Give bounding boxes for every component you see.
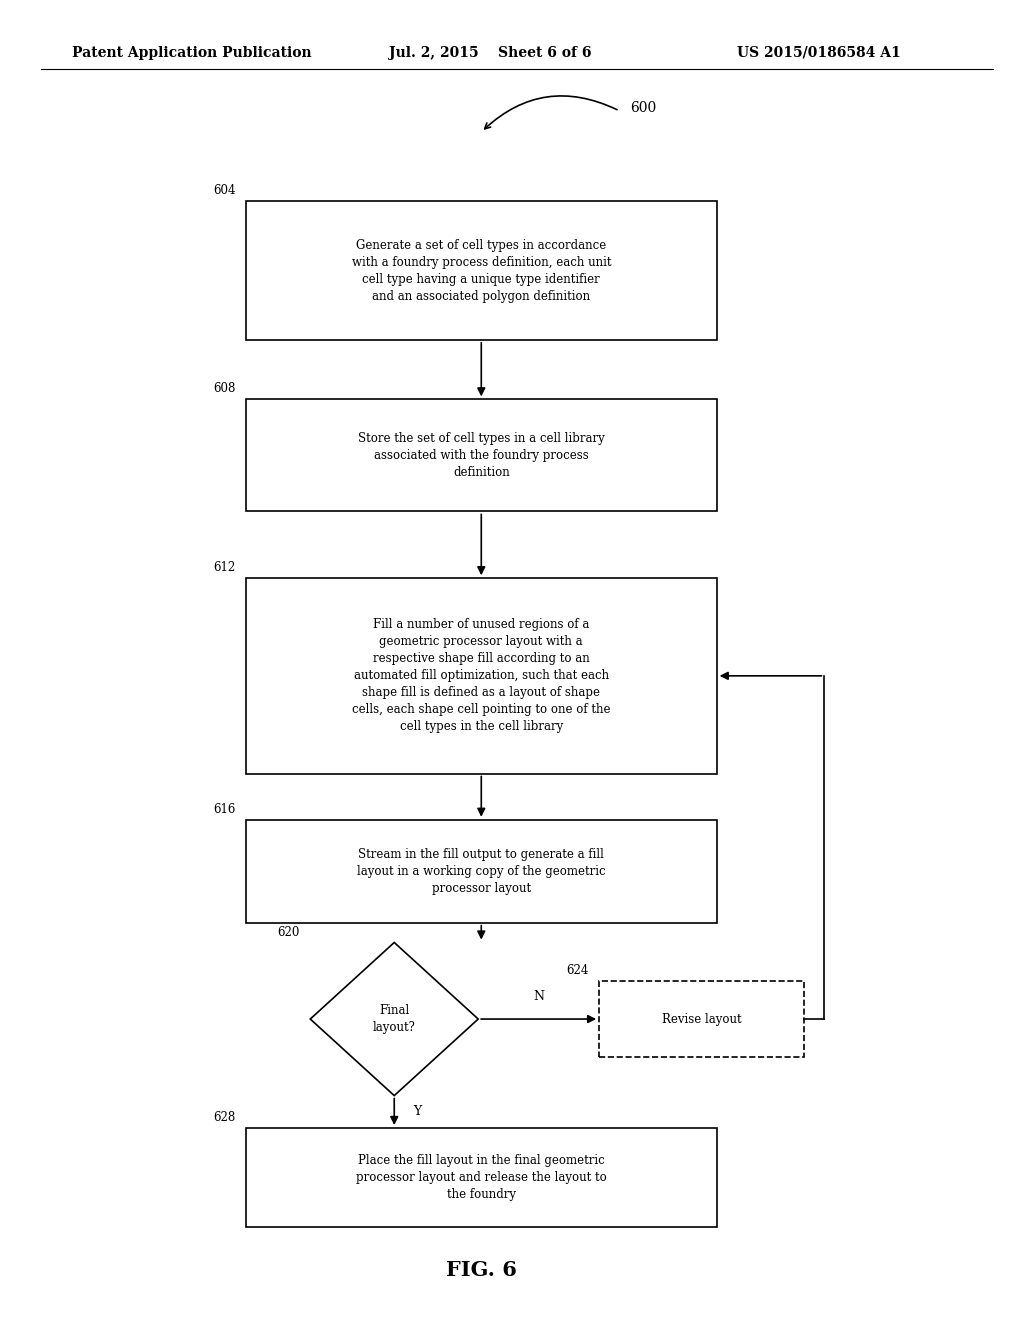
Text: 628: 628: [213, 1111, 236, 1125]
Text: 624: 624: [566, 964, 589, 977]
FancyBboxPatch shape: [246, 820, 717, 923]
FancyBboxPatch shape: [246, 1127, 717, 1228]
Text: Place the fill layout in the final geometric
processor layout and release the la: Place the fill layout in the final geome…: [356, 1154, 606, 1201]
Text: 616: 616: [213, 803, 236, 816]
Text: Patent Application Publication: Patent Application Publication: [72, 46, 311, 59]
Text: Final
layout?: Final layout?: [373, 1005, 416, 1034]
Text: Store the set of cell types in a cell library
associated with the foundry proces: Store the set of cell types in a cell li…: [358, 432, 604, 479]
Polygon shape: [310, 942, 478, 1096]
Text: US 2015/0186584 A1: US 2015/0186584 A1: [737, 46, 901, 59]
Text: 608: 608: [213, 383, 236, 396]
Text: Jul. 2, 2015    Sheet 6 of 6: Jul. 2, 2015 Sheet 6 of 6: [389, 46, 592, 59]
Text: 612: 612: [213, 561, 236, 574]
Text: Stream in the fill output to generate a fill
layout in a working copy of the geo: Stream in the fill output to generate a …: [357, 847, 605, 895]
Text: N: N: [534, 990, 544, 1003]
Text: FIG. 6: FIG. 6: [445, 1259, 517, 1280]
Text: Generate a set of cell types in accordance
with a foundry process definition, ea: Generate a set of cell types in accordan…: [351, 239, 611, 302]
Text: 604: 604: [213, 185, 236, 197]
FancyBboxPatch shape: [599, 981, 804, 1057]
Text: Revise layout: Revise layout: [662, 1012, 741, 1026]
Text: 620: 620: [278, 925, 300, 939]
Text: Fill a number of unused regions of a
geometric processor layout with a
respectiv: Fill a number of unused regions of a geo…: [352, 618, 610, 734]
Text: 600: 600: [630, 102, 656, 115]
Text: Y: Y: [413, 1105, 421, 1118]
FancyBboxPatch shape: [246, 201, 717, 339]
FancyBboxPatch shape: [246, 578, 717, 774]
FancyBboxPatch shape: [246, 399, 717, 511]
